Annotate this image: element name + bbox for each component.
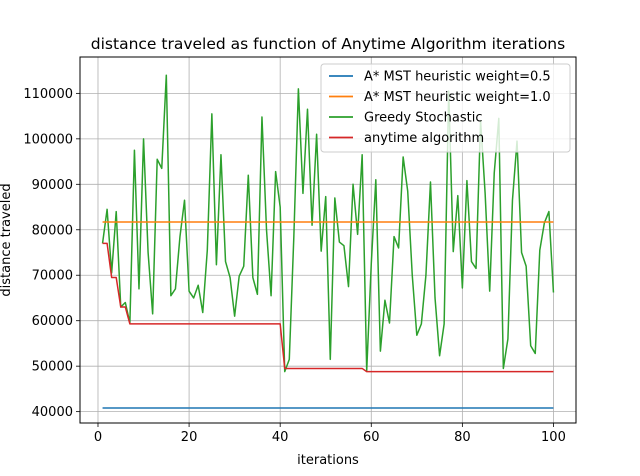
y-tick-label: 40000 [32, 405, 73, 420]
x-tick-label: 0 [94, 430, 102, 445]
y-axis: 40000 50000 60000 70000 80000 90000 100000 1100… [23, 87, 80, 420]
legend-label: anytime algorithm [364, 131, 484, 146]
y-axis-label: distance traveled [0, 183, 14, 296]
y-tick-label: 80000 [32, 223, 73, 238]
series-line-greedy-stochastic [101, 74, 555, 373]
y-tick-label: 100000 [23, 132, 73, 147]
x-tick-label: 20 [181, 430, 198, 445]
x-axis: 0 20 40 60 80 100 [94, 423, 566, 445]
y-tick-label: 110000 [23, 87, 73, 102]
x-tick-label: 80 [454, 430, 471, 445]
y-tick-label: 70000 [32, 269, 73, 284]
legend-frame [320, 63, 571, 153]
plot-frame [79, 56, 577, 424]
y-tick-label: 90000 [32, 178, 73, 193]
y-tick-label: 60000 [32, 314, 73, 329]
series-line-anytime-algorithm [102, 242, 554, 373]
y-tick-label: 50000 [32, 360, 73, 375]
x-tick-label: 100 [541, 430, 566, 445]
x-tick-label: 60 [363, 430, 380, 445]
chart-title: distance traveled as function of Anytime… [91, 35, 565, 53]
series-group [101, 74, 555, 409]
legend: A* MST heuristic weight=0.5 A* MST heuris… [320, 63, 571, 153]
x-tick-label: 40 [272, 430, 289, 445]
legend-label: Greedy Stochastic [364, 111, 483, 126]
legend-label: A* MST heuristic weight=0.5 [364, 70, 551, 85]
legend-label: A* MST heuristic weight=1.0 [364, 90, 551, 105]
x-axis-label: iterations [297, 453, 359, 468]
